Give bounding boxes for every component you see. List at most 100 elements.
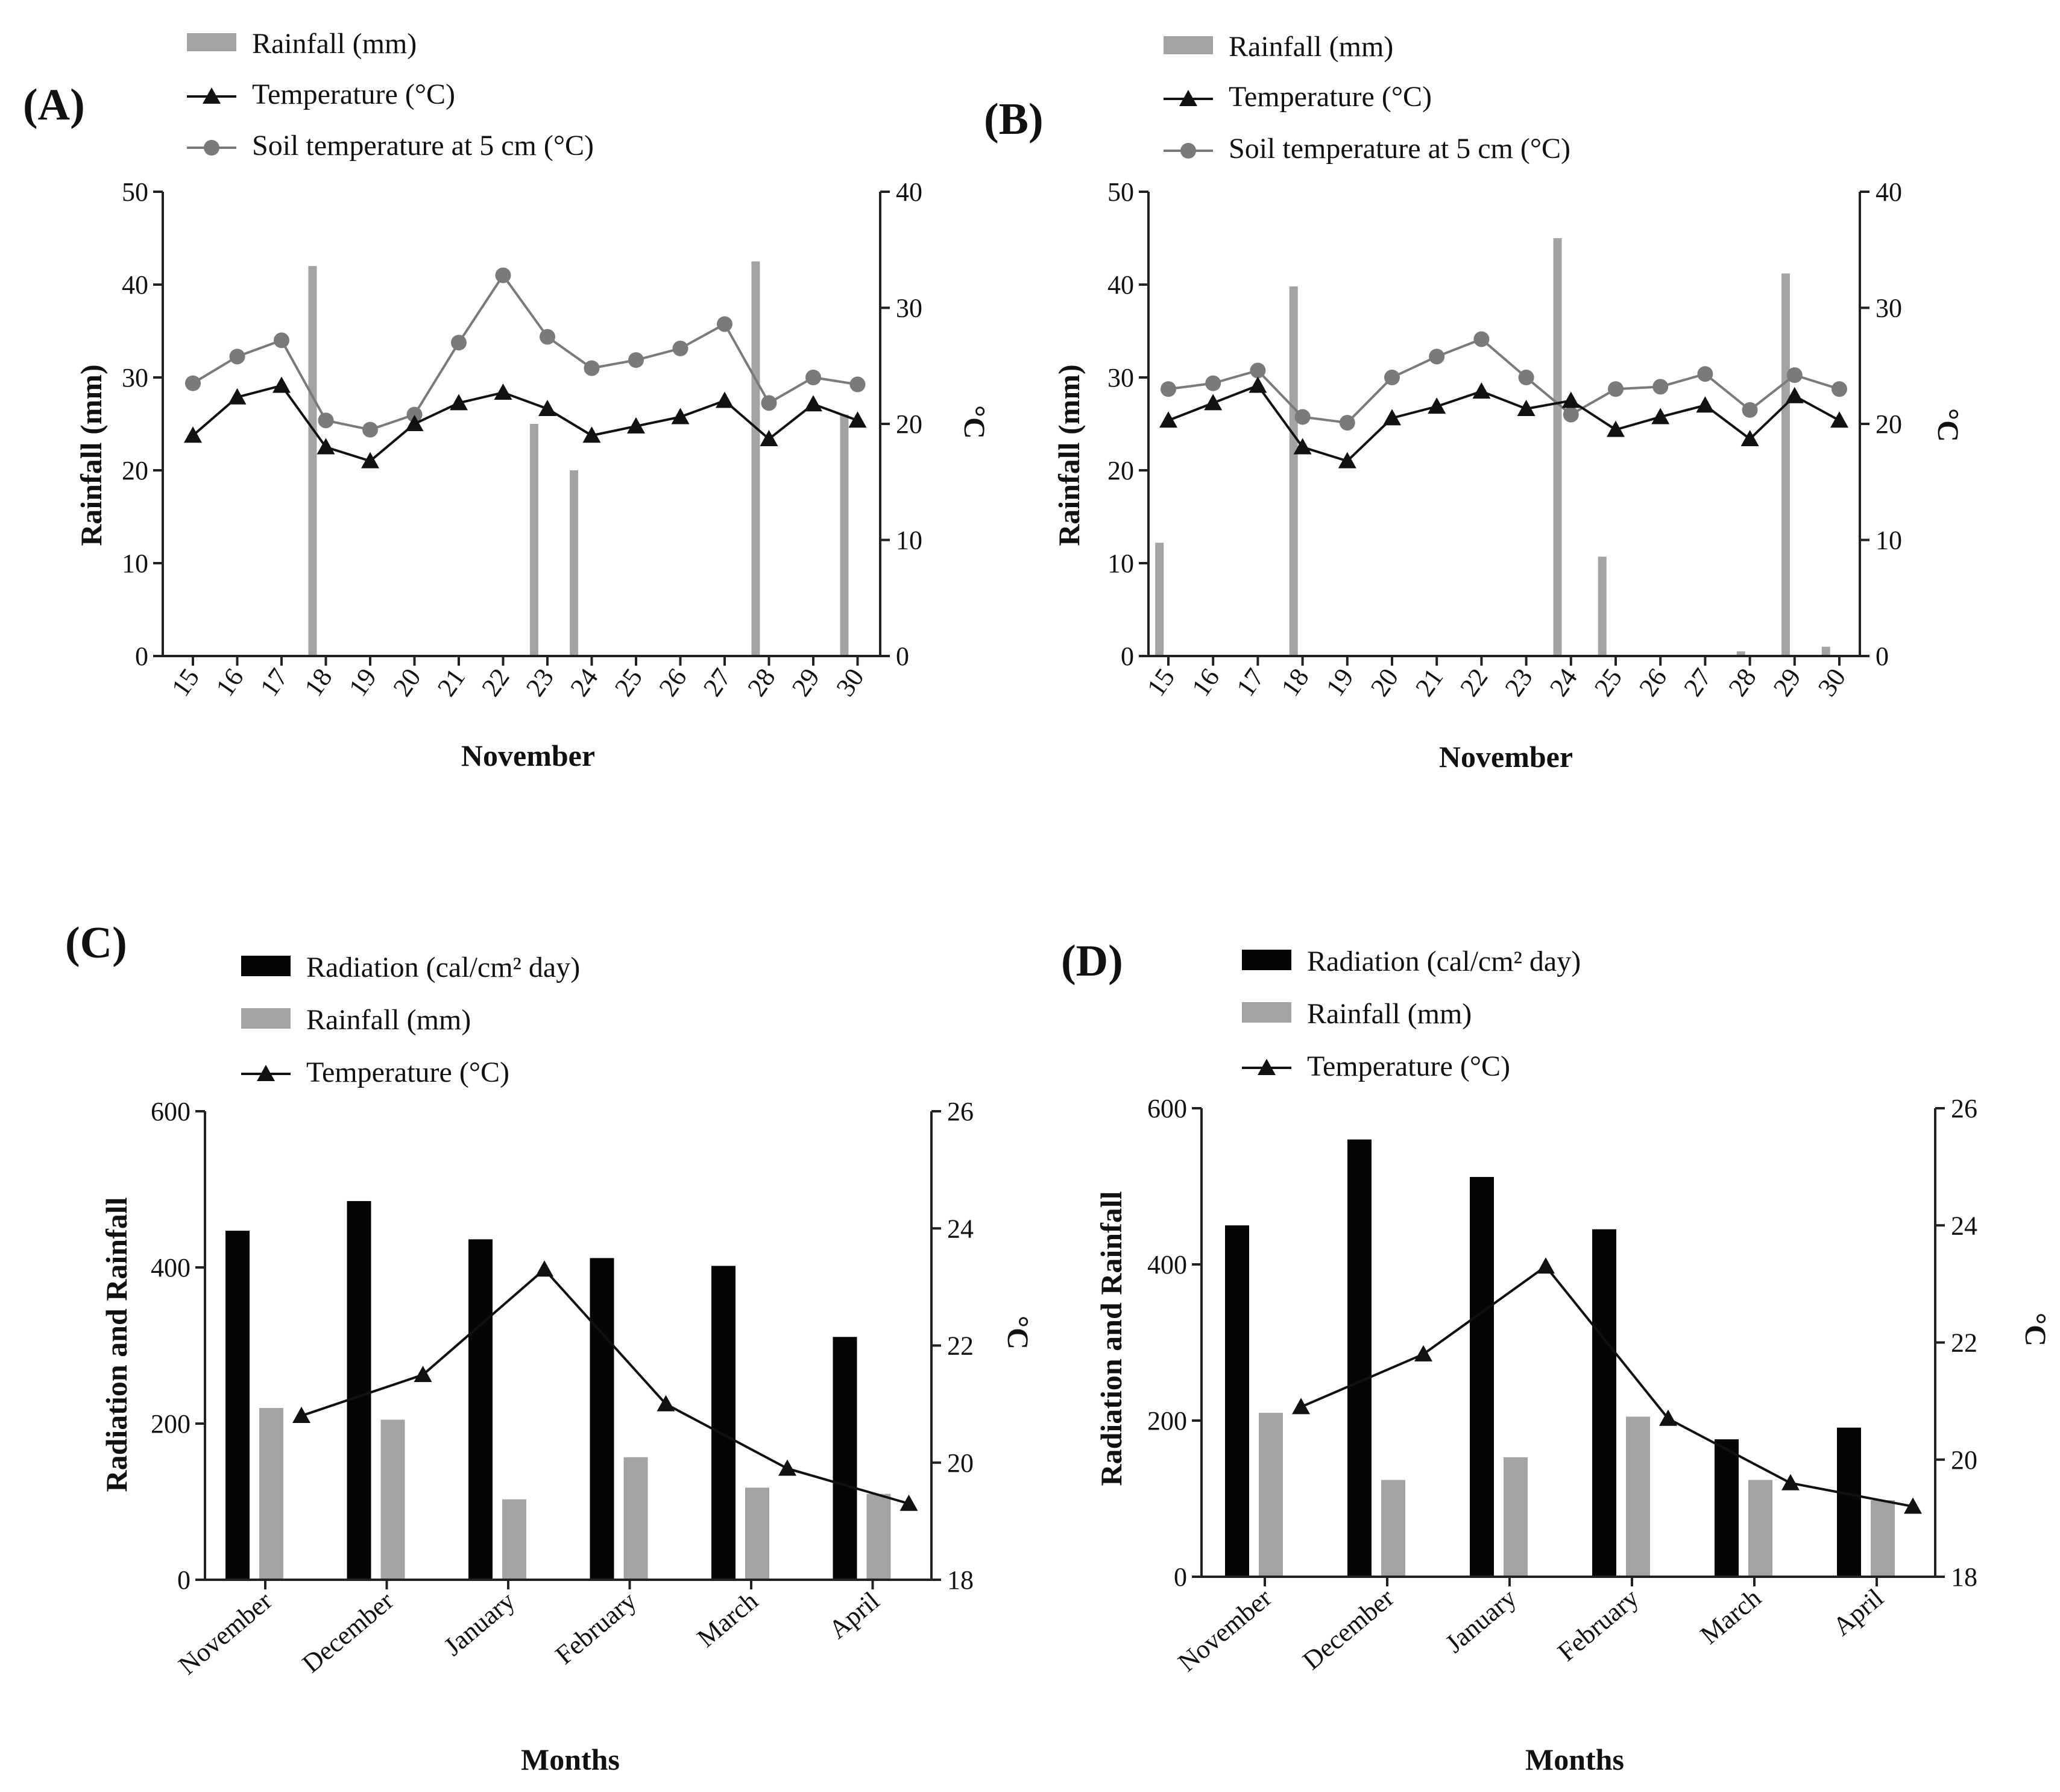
x-tick-label: November <box>1173 1583 1277 1677</box>
x-tick-label: 22 <box>1454 663 1493 702</box>
x-tick-label: 20 <box>1365 663 1404 702</box>
radiation-bar <box>1715 1439 1739 1577</box>
rainfall-bar <box>745 1488 769 1580</box>
soil-temperature-point <box>584 360 600 376</box>
radiation-bar <box>833 1337 857 1580</box>
rainfall-bar <box>1598 557 1607 656</box>
temperature-point <box>1383 409 1401 426</box>
y-axis-title-right: °C <box>1932 408 1965 442</box>
temperature-point <box>292 1407 310 1424</box>
y-tick-label-left: 0 <box>1174 1562 1187 1592</box>
x-tick-label: 18 <box>298 663 338 702</box>
legend-swatch-radiation <box>241 956 291 976</box>
x-tick-label: November <box>173 1586 278 1680</box>
x-axis-title: Months <box>521 1743 620 1776</box>
x-tick-label: 29 <box>786 663 825 702</box>
soil-temperature-point <box>451 335 467 351</box>
soil-temperature-point <box>406 406 423 423</box>
soil-temperature-point <box>495 267 511 283</box>
y-axis-title-left: Radiation and Rainfall <box>1094 1191 1128 1486</box>
y-tick-label-left: 200 <box>1147 1406 1187 1436</box>
temperature-point <box>582 426 601 443</box>
y-tick-label-left: 50 <box>122 177 148 207</box>
x-tick-label: 26 <box>653 663 692 702</box>
radiation-bar <box>1837 1427 1861 1577</box>
y-tick-label-left: 50 <box>1107 177 1134 207</box>
x-tick-label: 27 <box>1678 663 1717 702</box>
temperature-point <box>228 388 247 405</box>
legend-swatch-rainfall <box>1242 1002 1291 1023</box>
y-tick-label-right: 0 <box>896 642 909 671</box>
temperature-point <box>899 1494 918 1511</box>
radiation-bar <box>1347 1139 1372 1577</box>
y-tick-label-right: 18 <box>947 1565 974 1595</box>
temperature-point <box>317 438 335 455</box>
y-tick-label-right: 40 <box>1876 177 1902 207</box>
soil-temperature-point <box>1429 349 1445 365</box>
y-tick-label-right: 26 <box>1951 1094 1977 1123</box>
y-tick-label-left: 40 <box>122 270 148 300</box>
soil-temperature-point <box>805 370 821 385</box>
soil-temperature-point <box>1339 415 1355 431</box>
temperature-point <box>538 399 556 416</box>
rainfall-bar <box>529 424 538 656</box>
rainfall-bar <box>1748 1480 1772 1577</box>
y-tick-label-left: 0 <box>1121 642 1134 671</box>
temperature-point <box>1414 1345 1432 1361</box>
temperature-point <box>1785 386 1804 403</box>
soil-temperature-point <box>1742 402 1758 418</box>
rainfall-bar <box>502 1499 526 1580</box>
y-axis-title-right: °C <box>958 405 992 439</box>
temperature-point <box>627 417 645 434</box>
x-tick-label: December <box>1297 1583 1399 1676</box>
x-axis-title: November <box>461 739 595 772</box>
y-tick-label-left: 600 <box>1147 1094 1187 1123</box>
temperature-point <box>494 383 512 400</box>
y-tick-label-right: 22 <box>947 1331 974 1361</box>
y-tick-label-left: 20 <box>1107 456 1134 485</box>
y-tick-label-left: 400 <box>151 1253 191 1282</box>
temperature-point <box>778 1459 796 1476</box>
y-tick-label-left: 0 <box>177 1565 191 1595</box>
y-tick-label-left: 400 <box>1147 1250 1187 1279</box>
y-tick-label-left: 10 <box>1107 549 1134 578</box>
soil-temperature-point <box>1786 367 1803 383</box>
rainfall-bar <box>1781 273 1790 656</box>
y-tick-label-left: 30 <box>122 363 148 393</box>
x-tick-label: 21 <box>432 663 471 702</box>
temperature-point <box>1428 397 1446 414</box>
temperature-point <box>450 394 468 411</box>
y-tick-label-left: 20 <box>122 456 148 485</box>
rainfall-bar <box>1381 1480 1405 1577</box>
triangle-marker-icon <box>203 87 221 104</box>
y-tick-label-left: 0 <box>135 642 148 671</box>
temperature-point <box>671 408 690 424</box>
soil-temperature-point <box>628 352 644 368</box>
rainfall-bar <box>1259 1413 1283 1577</box>
x-tick-label: 24 <box>1544 663 1583 702</box>
temperature-point <box>1740 430 1759 447</box>
y-tick-label-right: 30 <box>1876 294 1902 323</box>
x-tick-label: 23 <box>520 663 559 702</box>
legend-label-soil: Soil temperature at 5 cm (°C) <box>1229 133 1570 165</box>
rainfall-bar <box>751 261 760 656</box>
x-tick-label: 15 <box>166 663 205 702</box>
x-tick-label: January <box>438 1586 520 1661</box>
temperature-point <box>535 1260 553 1277</box>
y-tick-label-right: 10 <box>1876 526 1902 555</box>
rainfall-bar <box>1504 1457 1528 1577</box>
radiation-bar <box>1225 1225 1249 1577</box>
x-tick-label: 27 <box>698 663 737 702</box>
temperature-point <box>1249 376 1267 393</box>
rainfall-bar <box>866 1494 891 1580</box>
chart-panel-d: (D) Radiation (cal/cm² day) Rainfall (mm… <box>1061 936 2053 1776</box>
circle-marker-icon <box>1180 143 1196 159</box>
soil-temperature-point <box>1608 381 1624 397</box>
temperature-point <box>1904 1497 1922 1514</box>
soil-temperature-point <box>761 395 777 411</box>
temperature-point <box>1651 408 1670 424</box>
soil-temperature-point <box>717 316 732 332</box>
y-tick-label-right: 20 <box>896 409 922 439</box>
